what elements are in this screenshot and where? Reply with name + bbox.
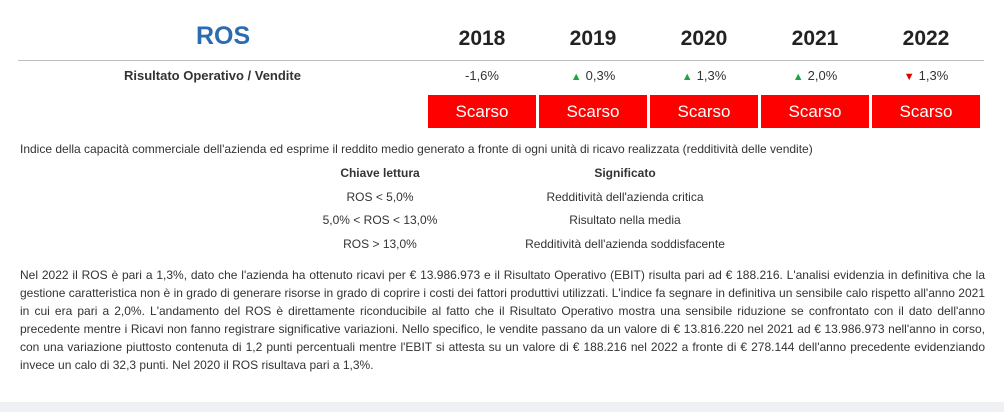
value-2020: ▲ 1,3% <box>649 68 759 83</box>
value-2019: ▲ 0,3% <box>538 68 648 83</box>
value-2021: ▲ 2,0% <box>760 68 870 83</box>
key-cell: ROS > 13,0% <box>343 237 417 251</box>
value-text: -1,6% <box>465 68 499 83</box>
meaning-cell: Redditività dell'azienda soddisfacente <box>525 237 725 251</box>
trend-up-icon: ▲ <box>792 71 804 83</box>
year-header-2020: 2020 <box>680 27 728 50</box>
value-2018: -1,6% <box>427 68 537 83</box>
trend-down-icon: ▼ <box>903 71 915 83</box>
trend-up-icon: ▲ <box>681 71 693 83</box>
rating-badge-2022: Scarso <box>872 95 980 128</box>
rating-badge-2019: Scarso <box>539 95 647 128</box>
key-header: Chiave lettura <box>340 166 420 180</box>
rating-badge-2020: Scarso <box>650 95 758 128</box>
trend-up-icon: ▲ <box>570 71 582 83</box>
ratio-title: ROS <box>196 22 251 50</box>
meaning-cell: Redditività dell'azienda critica <box>546 190 704 204</box>
key-cell: ROS < 5,0% <box>346 190 414 204</box>
year-header-2018: 2018 <box>458 27 506 50</box>
rating-badge-2018: Scarso <box>428 95 536 128</box>
ratio-description: Indice della capacità commerciale dell'a… <box>20 142 813 156</box>
analysis-paragraph: Nel 2022 il ROS è pari a 1,3%, dato che … <box>20 268 985 372</box>
meaning-cell: Risultato nella media <box>569 213 681 227</box>
year-header-2021: 2021 <box>791 27 839 50</box>
key-cell: 5,0% < ROS < 13,0% <box>322 213 438 227</box>
header-divider <box>18 60 984 61</box>
value-text: 0,3% <box>585 68 616 83</box>
meaning-header: Significato <box>594 166 656 180</box>
year-header-2019: 2019 <box>569 27 617 50</box>
value-2022: ▼ 1,3% <box>871 68 981 83</box>
value-text: 1,3% <box>918 68 949 83</box>
value-text: 1,3% <box>696 68 727 83</box>
metric-label: Risultato Operativo / Vendite <box>124 68 301 83</box>
rating-badge-2021: Scarso <box>761 95 869 128</box>
page-bottom-bar <box>0 402 1004 412</box>
value-text: 2,0% <box>807 68 838 83</box>
year-header-2022: 2022 <box>902 27 950 50</box>
